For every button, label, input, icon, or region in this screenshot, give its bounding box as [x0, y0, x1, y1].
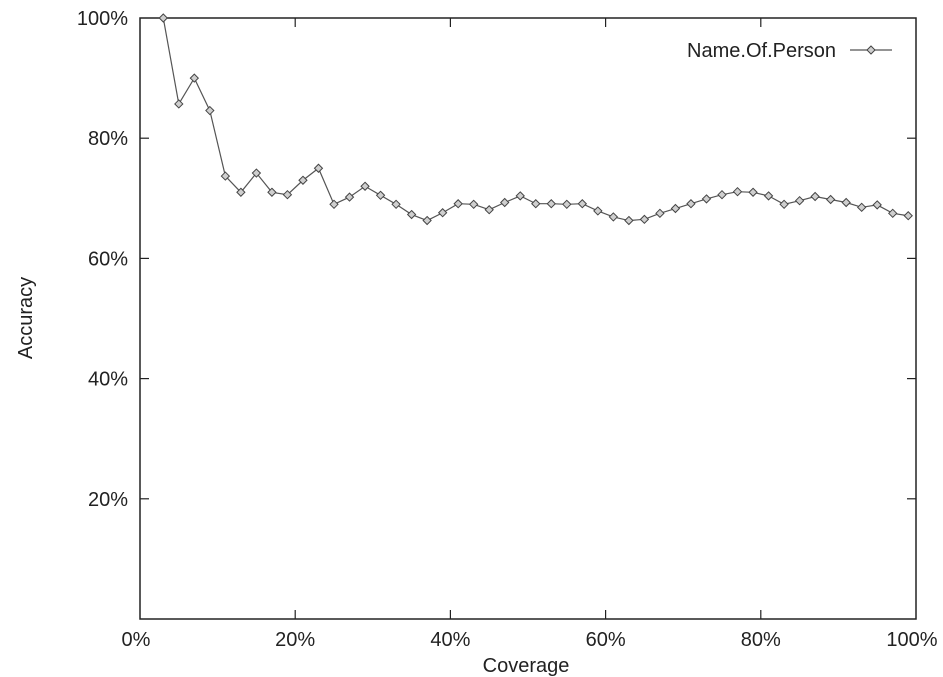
data-point	[655, 208, 665, 219]
data-point	[406, 209, 417, 220]
data-point	[437, 208, 448, 218]
data-point	[686, 199, 696, 209]
data-point	[515, 191, 525, 201]
data-point	[189, 73, 200, 83]
data-point	[329, 199, 339, 210]
data-point	[531, 199, 541, 209]
data-point	[732, 186, 743, 197]
data-point	[251, 168, 262, 178]
x-tick-label: 100%	[886, 629, 937, 651]
data-point	[593, 206, 603, 216]
x-tick-label: 40%	[430, 629, 470, 651]
data-point	[174, 99, 184, 109]
plot-frame	[139, 17, 917, 620]
data-point	[825, 194, 836, 205]
x-tick-label: 0%	[122, 629, 151, 651]
data-point	[763, 191, 774, 201]
data-point	[205, 105, 215, 116]
data-point	[298, 175, 308, 185]
x-tick-label: 60%	[586, 629, 626, 651]
data-point	[267, 187, 277, 197]
x-tick-label: 20%	[275, 629, 315, 651]
data-point	[624, 215, 634, 226]
data-point	[360, 181, 370, 191]
data-point	[717, 189, 727, 200]
y-tick-label: 20%	[88, 489, 128, 511]
data-point	[748, 187, 758, 197]
data-point	[670, 203, 681, 214]
x-axis-title: Coverage	[483, 655, 570, 677]
data-point	[468, 199, 479, 210]
data-point	[856, 202, 867, 213]
y-tick-label: 80%	[88, 128, 128, 150]
data-point	[577, 199, 588, 209]
data-point	[453, 199, 463, 209]
data-point	[158, 13, 168, 23]
y-tick-label: 40%	[88, 369, 128, 391]
data-point	[562, 199, 572, 210]
data-point	[220, 171, 231, 181]
y-axis-title: Accuracy	[15, 277, 37, 359]
data-point	[888, 208, 898, 219]
data-point	[903, 211, 913, 221]
data-point	[546, 199, 556, 209]
legend-label: Name.Of.Person	[687, 40, 836, 62]
data-point	[779, 199, 789, 210]
y-tick-label: 100%	[77, 8, 128, 30]
data-point	[841, 197, 851, 208]
data-point	[344, 192, 355, 202]
data-point	[500, 197, 510, 208]
data-point	[608, 212, 619, 222]
data-point	[484, 205, 494, 215]
data-point	[422, 215, 432, 226]
legend: Name.Of.Person	[687, 40, 892, 62]
y-tick-label: 60%	[88, 248, 128, 270]
data-point	[639, 214, 650, 225]
x-tick-label: 80%	[741, 629, 781, 651]
legend-marker-icon	[866, 45, 876, 55]
data-point	[872, 200, 882, 210]
data-point	[810, 191, 820, 202]
data-point	[794, 195, 805, 206]
data-point	[391, 199, 401, 210]
data-point	[313, 163, 324, 173]
data-point	[236, 187, 246, 197]
data-point	[375, 190, 386, 201]
data-point	[701, 194, 712, 204]
data-point	[282, 189, 293, 200]
